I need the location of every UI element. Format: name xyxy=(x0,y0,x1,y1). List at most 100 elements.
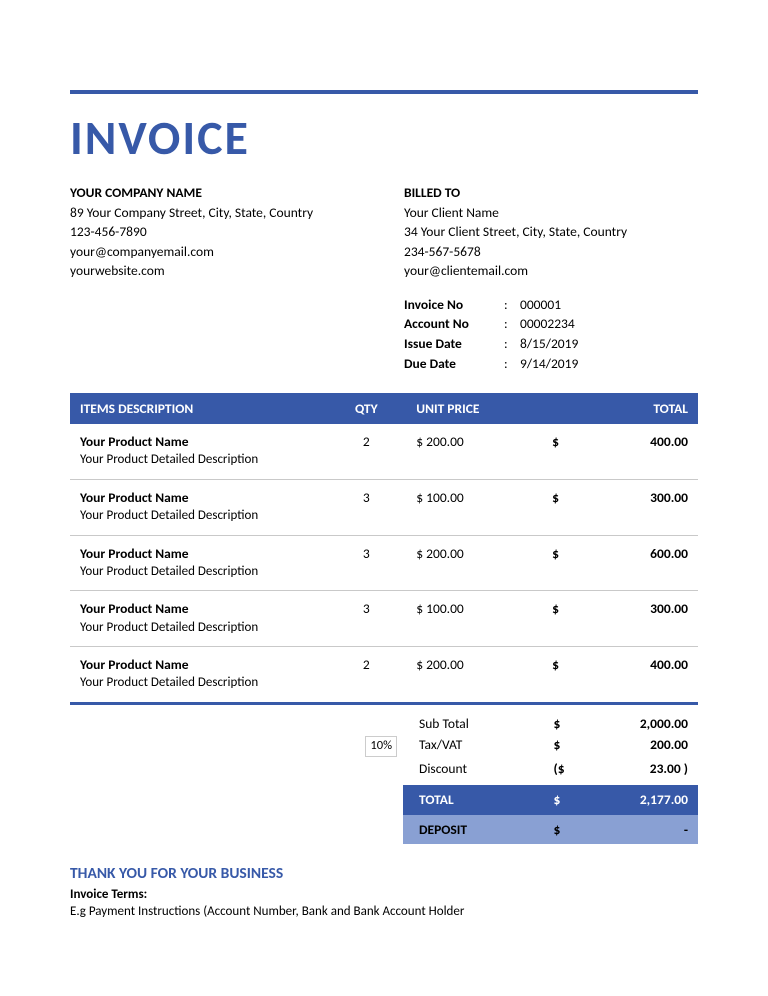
company-phone: 123-456-7890 xyxy=(70,222,364,242)
tax-value: 200.00 xyxy=(592,735,688,756)
company-website: yourwebsite.com xyxy=(70,261,364,281)
col-unit: UNIT PRICE xyxy=(400,400,552,417)
meta-row: Invoice No : 000001 xyxy=(404,295,698,315)
product-name: Your Product Name xyxy=(80,600,332,618)
meta-label: Account No xyxy=(404,314,504,334)
company-email: your@companyemail.com xyxy=(70,242,364,262)
product-description: Your Product Detailed Description xyxy=(80,619,332,637)
table-row: Your Product NameYour Product Detailed D… xyxy=(70,424,698,480)
product-unit-price: $ 100.00 xyxy=(400,600,552,636)
client-heading: BILLED TO xyxy=(404,183,698,203)
product-description: Your Product Detailed Description xyxy=(80,507,332,525)
totals-block: Sub Total $ 2,000.00 10% Tax/VAT $ 200.0… xyxy=(70,713,698,844)
product-unit-price: $ 200.00 xyxy=(400,656,552,692)
meta-row: Issue Date : 8/15/2019 xyxy=(404,334,698,354)
terms-label: Invoice Terms: xyxy=(70,887,698,902)
subtotal-row: Sub Total $ 2,000.00 xyxy=(70,713,698,735)
company-heading: YOUR COMPANY NAME xyxy=(70,183,364,203)
product-description: Your Product Detailed Description xyxy=(80,563,332,581)
meta-sep: : xyxy=(504,314,520,334)
discount-row: Discount ($ 23.00 ) xyxy=(70,758,698,780)
product-total: 300.00 xyxy=(591,489,688,525)
thank-you-text: THANK YOU FOR YOUR BUSINESS xyxy=(70,864,698,883)
client-phone: 234-567-5678 xyxy=(404,242,698,262)
client-email: your@clientemail.com xyxy=(404,261,698,281)
product-name: Your Product Name xyxy=(80,489,332,507)
meta-row: Due Date : 9/14/2019 xyxy=(404,354,698,374)
tax-percent: 10% xyxy=(365,736,397,756)
deposit-row-box: DEPOSIT $ - xyxy=(70,815,698,845)
table-end-bar xyxy=(70,702,698,705)
col-total: TOTAL xyxy=(591,400,688,417)
meta-label: Due Date xyxy=(404,354,504,374)
table-header: ITEMS DESCRIPTION QTY UNIT PRICE TOTAL xyxy=(70,393,698,424)
product-currency: $ xyxy=(552,433,591,469)
meta-value: 8/15/2019 xyxy=(520,334,578,354)
discount-currency: ($ xyxy=(554,759,592,779)
col-qty: QTY xyxy=(332,400,400,417)
table-row: Your Product NameYour Product Detailed D… xyxy=(70,647,698,703)
discount-value: 23.00 ) xyxy=(592,759,688,779)
col-cur-spacer xyxy=(552,400,591,417)
product-name: Your Product Name xyxy=(80,433,332,451)
meta-value: 000001 xyxy=(520,295,561,315)
items-table: ITEMS DESCRIPTION QTY UNIT PRICE TOTAL Y… xyxy=(70,393,698,705)
terms-text: E.g Payment Instructions (Account Number… xyxy=(70,904,698,919)
total-row-box: TOTAL $ 2,177.00 xyxy=(70,785,698,815)
product-name: Your Product Name xyxy=(80,545,332,563)
product-currency: $ xyxy=(552,489,591,525)
meta-sep: : xyxy=(504,334,520,354)
client-block: BILLED TO Your Client Name 34 Your Clien… xyxy=(404,183,698,373)
meta-row: Account No : 00002234 xyxy=(404,314,698,334)
tax-row: 10% Tax/VAT $ 200.00 xyxy=(70,734,698,757)
table-body: Your Product NameYour Product Detailed D… xyxy=(70,424,698,703)
subtotal-value: 2,000.00 xyxy=(592,714,688,734)
deposit-label: DEPOSIT xyxy=(403,815,553,845)
total-currency: $ xyxy=(554,785,592,815)
top-accent-bar xyxy=(70,90,698,94)
product-currency: $ xyxy=(552,656,591,692)
product-total: 400.00 xyxy=(591,656,688,692)
product-description: Your Product Detailed Description xyxy=(80,451,332,469)
meta-label: Issue Date xyxy=(404,334,504,354)
invoice-meta: Invoice No : 000001 Account No : 0000223… xyxy=(404,295,698,373)
meta-value: 9/14/2019 xyxy=(520,354,578,374)
table-row: Your Product NameYour Product Detailed D… xyxy=(70,591,698,647)
product-currency: $ xyxy=(552,545,591,581)
product-qty: 3 xyxy=(332,489,400,525)
table-row: Your Product NameYour Product Detailed D… xyxy=(70,536,698,592)
deposit-currency: $ xyxy=(554,815,592,845)
header-columns: YOUR COMPANY NAME 89 Your Company Street… xyxy=(70,183,698,373)
invoice-title: INVOICE xyxy=(70,108,698,167)
total-value: 2,177.00 xyxy=(592,785,698,815)
company-block: YOUR COMPANY NAME 89 Your Company Street… xyxy=(70,183,364,373)
meta-sep: : xyxy=(504,354,520,374)
product-qty: 3 xyxy=(332,600,400,636)
meta-value: 00002234 xyxy=(520,314,575,334)
product-qty: 2 xyxy=(332,656,400,692)
client-address: 34 Your Client Street, City, State, Coun… xyxy=(404,222,698,242)
product-total: 300.00 xyxy=(591,600,688,636)
product-description: Your Product Detailed Description xyxy=(80,674,332,692)
product-qty: 2 xyxy=(332,433,400,469)
company-address: 89 Your Company Street, City, State, Cou… xyxy=(70,203,364,223)
tax-label: Tax/VAT xyxy=(403,735,553,756)
product-total: 600.00 xyxy=(591,545,688,581)
subtotal-currency: $ xyxy=(554,714,592,734)
product-unit-price: $ 200.00 xyxy=(400,545,552,581)
product-name: Your Product Name xyxy=(80,656,332,674)
product-total: 400.00 xyxy=(591,433,688,469)
discount-label: Discount xyxy=(403,759,553,779)
product-qty: 3 xyxy=(332,545,400,581)
client-name: Your Client Name xyxy=(404,203,698,223)
total-label: TOTAL xyxy=(403,785,553,815)
subtotal-label: Sub Total xyxy=(403,714,553,734)
product-unit-price: $ 200.00 xyxy=(400,433,552,469)
meta-sep: : xyxy=(504,295,520,315)
table-row: Your Product NameYour Product Detailed D… xyxy=(70,480,698,536)
col-desc: ITEMS DESCRIPTION xyxy=(80,400,332,417)
tax-currency: $ xyxy=(554,735,592,756)
meta-label: Invoice No xyxy=(404,295,504,315)
deposit-value: - xyxy=(592,815,698,845)
product-unit-price: $ 100.00 xyxy=(400,489,552,525)
